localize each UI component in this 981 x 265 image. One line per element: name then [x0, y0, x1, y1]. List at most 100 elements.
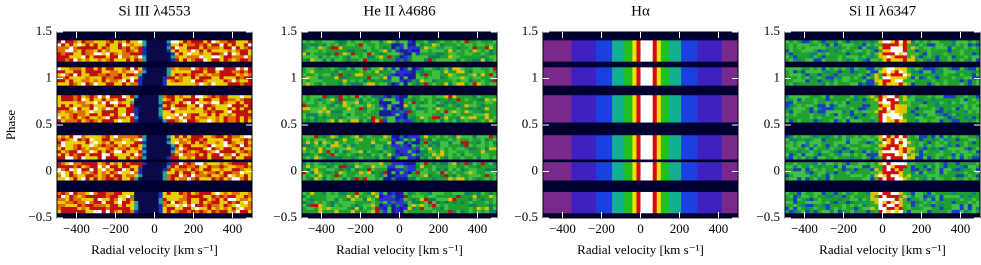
- spectrum-cell: [179, 46, 183, 49]
- spectrum-cell: [355, 150, 359, 153]
- spectrum-cell: [318, 116, 322, 119]
- spectrum-cell: [94, 67, 98, 70]
- spectrum-cell: [61, 144, 65, 147]
- spectrum-cell: [179, 55, 183, 58]
- spectrum-cell: [61, 192, 65, 195]
- spectrum-cell: [473, 73, 477, 76]
- spectrum-cell: [106, 116, 110, 119]
- spectrum-cell: [155, 82, 159, 85]
- spectrum-cell: [440, 95, 444, 98]
- spectrum-cell: [179, 73, 183, 76]
- spectrum-cell: [620, 55, 624, 58]
- spectrum-cell: [460, 76, 464, 79]
- spectrum-cell: [359, 55, 363, 58]
- spectrum-cell: [383, 79, 387, 82]
- spectrum-cell: [322, 46, 326, 49]
- spectrum-cell: [665, 40, 669, 43]
- spectrum-cell: [547, 40, 551, 43]
- spectrum-cell: [432, 98, 436, 101]
- spectrum-cell: [244, 101, 248, 104]
- spectrum-cell: [77, 49, 81, 52]
- spectrum-cell: [94, 135, 98, 138]
- spectrum-cell: [199, 82, 203, 85]
- spectrum-cell: [244, 67, 248, 70]
- spectrum-cell: [379, 156, 383, 159]
- spectrum-cell: [102, 55, 106, 58]
- spectrum-cell: [347, 98, 351, 101]
- spectrum-cell: [81, 70, 85, 73]
- spectrum-cell: [175, 207, 179, 210]
- spectrum-cell: [404, 156, 408, 159]
- spectrum-cell: [57, 49, 61, 52]
- spectrum-cell: [440, 98, 444, 101]
- spectrum-cell: [481, 198, 485, 201]
- spectrum-cell: [106, 195, 110, 198]
- spectrum-cell: [473, 76, 477, 79]
- x-tick-label: 0: [151, 221, 158, 236]
- spectrum-cell: [326, 210, 330, 213]
- spectrum-cell: [452, 116, 456, 119]
- spectrum-cell: [440, 168, 444, 171]
- spectrum-cell: [98, 52, 102, 55]
- spectrum-cell: [452, 52, 456, 55]
- spectrum-cell: [432, 156, 436, 159]
- spectrum-cell: [347, 144, 351, 147]
- spectrum-cell: [138, 138, 142, 141]
- spectrum-cell: [416, 141, 420, 144]
- spectrum-cell: [203, 210, 207, 213]
- spectrum-cell: [163, 52, 167, 55]
- spectrum-cell: [57, 95, 61, 98]
- spectrum-cell: [726, 55, 730, 58]
- spectrum-cell: [130, 174, 134, 177]
- spectrum-cell: [383, 46, 387, 49]
- spectrum-cell: [404, 138, 408, 141]
- spectrum-cell: [722, 43, 726, 46]
- spectrum-cell: [228, 46, 232, 49]
- spectrum-cell: [61, 82, 65, 85]
- spectrum-cell: [628, 43, 632, 46]
- spectrum-cell: [65, 82, 69, 85]
- spectrum-cell: [302, 76, 306, 79]
- spectrum-cell: [359, 58, 363, 61]
- spectrum-cell: [465, 98, 469, 101]
- spectrum-cell: [163, 141, 167, 144]
- spectrum-cell: [130, 177, 134, 180]
- spectrum-cell: [146, 195, 150, 198]
- spectrum-cell: [155, 207, 159, 210]
- spectrum-cell: [653, 98, 657, 101]
- spectrum-cell: [576, 73, 580, 76]
- spectrum-cell: [444, 40, 448, 43]
- spectrum-cell: [335, 110, 339, 113]
- spectrum-cell: [310, 174, 314, 177]
- spectrum-cell: [404, 192, 408, 195]
- spectrum-cell: [456, 171, 460, 174]
- spectrum-cell: [335, 55, 339, 58]
- spectrum-cell: [477, 67, 481, 70]
- spectrum-cell: [465, 82, 469, 85]
- spectrum-cell: [343, 210, 347, 213]
- spectrum-cell: [477, 195, 481, 198]
- spectrum-cell: [94, 46, 98, 49]
- spectrum-cell: [90, 153, 94, 156]
- spectrum-cell: [244, 107, 248, 110]
- spectrum-cell: [224, 107, 228, 110]
- spectrum-cell: [636, 73, 640, 76]
- spectrum-cell: [330, 116, 334, 119]
- spectrum-cell: [240, 135, 244, 138]
- spectrum-cell: [460, 156, 464, 159]
- spectrum-cell: [310, 119, 314, 122]
- spectrum-cell: [199, 70, 203, 73]
- spectrum-cell: [142, 82, 146, 85]
- spectrum-cell: [314, 153, 318, 156]
- spectrum-cell: [302, 46, 306, 49]
- spectrum-cell: [232, 198, 236, 201]
- spectrum-cell: [203, 144, 207, 147]
- spectrum-cell: [114, 198, 118, 201]
- spectrum-cell: [391, 177, 395, 180]
- spectrum-cell: [171, 165, 175, 168]
- spectrum-cell: [371, 104, 375, 107]
- spectrum-cell: [187, 210, 191, 213]
- spectrum-cell: [616, 95, 620, 98]
- spectrum-cell: [302, 73, 306, 76]
- spectrum-cell: [130, 70, 134, 73]
